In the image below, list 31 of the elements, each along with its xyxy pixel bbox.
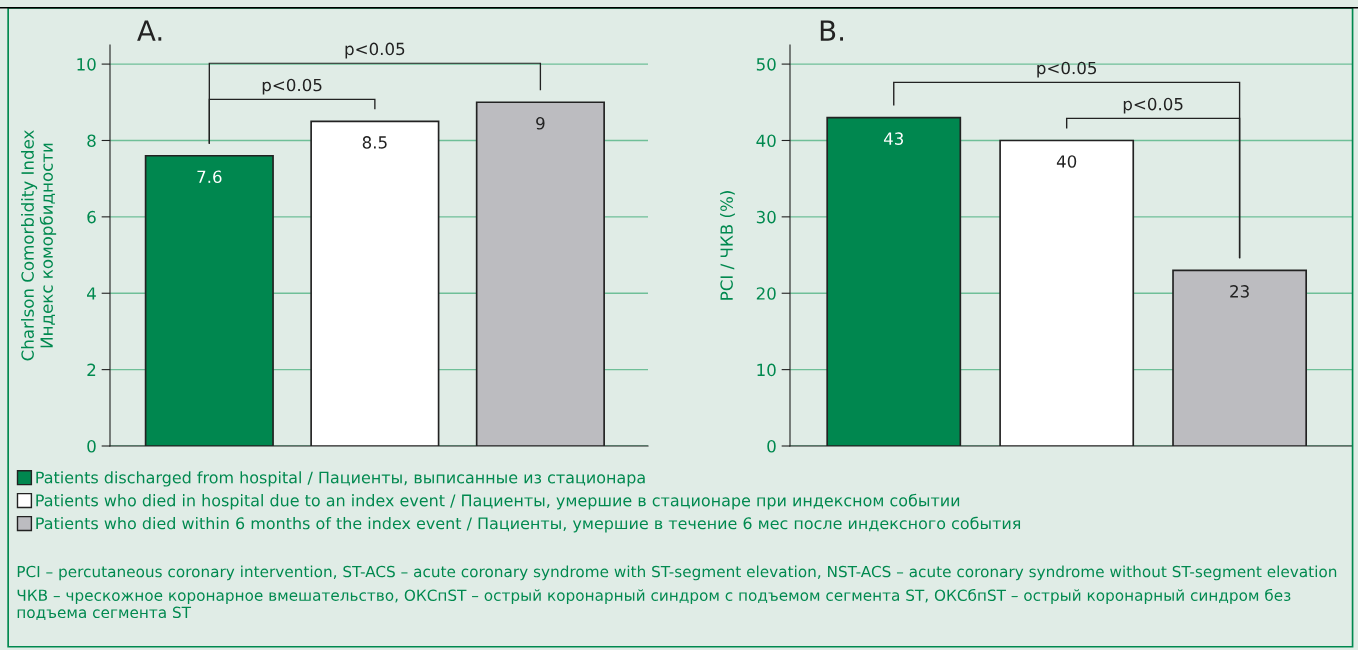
y-tick-label: 8: [87, 134, 96, 148]
legend-label: Patients discharged from hospital / Пациенты, выписанные из стационара: [36, 471, 645, 487]
legend-label: Patients who died in hospital due to an index event / Пациенты, умершие в стационаре при индексном событии: [36, 493, 960, 510]
chart-title: B.: [820, 20, 843, 41]
annotation: p<0.05: [1123, 97, 1183, 114]
data-label: 23: [1230, 285, 1249, 298]
annotation: p<0.05: [1037, 61, 1097, 78]
y-tick-label: 4: [87, 287, 96, 300]
y-tick-label: 20: [756, 287, 776, 300]
y-tick-label: 6: [87, 210, 96, 224]
y-axis-title: Charlson Comorbidity Index Индекс коморбидности: [21, 130, 57, 361]
data-label: 7.6: [197, 170, 222, 184]
annotation: p<0.05: [262, 78, 322, 95]
text: PCI – percutaneous coronary intervention, ST-ACS – acute coronary syndrome with ST-segment elevation, NST-ACS – acute coronary syndrome without ST-segment elevation: [17, 565, 1337, 581]
y-tick-label: 2: [87, 363, 96, 376]
y-tick-label: 10: [77, 58, 96, 71]
y-tick-label: 0: [87, 439, 96, 453]
chart-title: A.: [137, 20, 162, 41]
data-label: 40: [1056, 155, 1077, 168]
data-label: 43: [883, 132, 904, 145]
y-tick-label: 50: [756, 58, 776, 71]
y-tick-label: 10: [757, 363, 776, 377]
y-tick-label: 40: [756, 134, 776, 148]
text: ЧКВ – чрескожное коронарное вмешательство, ОКСпST – острый коронарный синдром с подъемом сегмента ST, ОКСбпST – острый коронарный синдром без подъема сегмента ST: [17, 588, 1291, 620]
legend-label: Patients who died within 6 months of the index event / Пациенты, умершие в течение 6 мес после индексного события: [36, 516, 1021, 533]
annotation: p<0.05: [345, 42, 405, 59]
y-axis-title: PCI / ЧКВ (%): [720, 191, 735, 300]
data-label: 8.5: [362, 136, 387, 149]
data-label: 9: [536, 117, 545, 130]
y-tick-label: 0: [767, 439, 776, 453]
y-tick-label: 30: [756, 210, 776, 224]
